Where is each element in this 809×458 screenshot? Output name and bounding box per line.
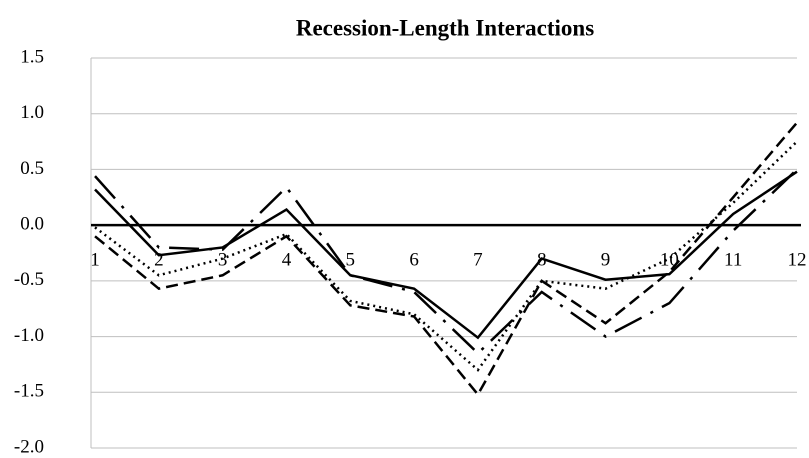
chart-title: Recession-Length Interactions xyxy=(296,15,594,40)
line-series xyxy=(94,168,798,356)
x-tick-label: 9 xyxy=(601,250,611,271)
x-tick-label: 2 xyxy=(154,250,164,271)
x-tick-label: 1 xyxy=(90,250,100,271)
x-tick-label: 6 xyxy=(409,250,419,271)
x-tick-label: 3 xyxy=(218,250,228,271)
y-tick-label: -1.0 xyxy=(14,325,44,346)
y-tick-label: 1.0 xyxy=(20,102,44,123)
x-tick-label: 12 xyxy=(788,250,807,271)
x-tick-label: 5 xyxy=(346,250,356,271)
line-series xyxy=(94,170,798,340)
x-tick-label: 4 xyxy=(282,250,292,271)
y-tick-label: 0.0 xyxy=(20,214,44,235)
y-tick-label: -1.5 xyxy=(14,381,44,402)
y-tick-label: -2.0 xyxy=(14,436,44,457)
y-tick-label: 0.5 xyxy=(20,158,44,179)
line-series xyxy=(94,140,798,372)
x-tick-label: 11 xyxy=(724,250,742,271)
y-tick-label: -0.5 xyxy=(14,269,44,290)
x-tick-label: 7 xyxy=(473,250,483,271)
y-tick-label: 1.5 xyxy=(20,46,44,67)
line-series xyxy=(94,121,798,397)
